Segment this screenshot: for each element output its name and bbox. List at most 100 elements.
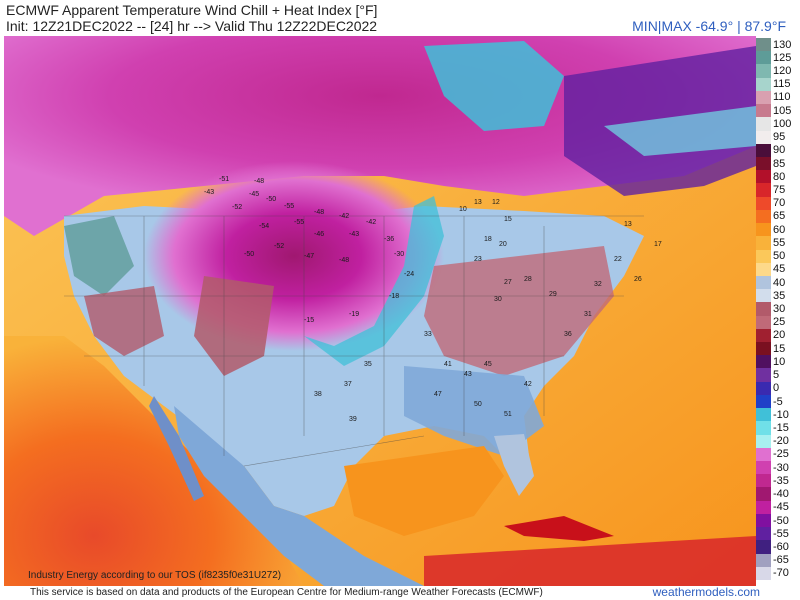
temperature-value-label: -43 xyxy=(349,231,359,238)
colorbar-swatch xyxy=(756,275,771,290)
header: ECMWF Apparent Temperature Wind Chill + … xyxy=(0,0,800,36)
colorbar-tick-label: -35 xyxy=(773,474,789,487)
colorbar-tick-label: -10 xyxy=(773,408,789,421)
baja-california xyxy=(149,396,204,501)
colorbar-swatch xyxy=(756,209,771,224)
colorbar-swatch xyxy=(756,196,771,211)
temperature-value-label: -42 xyxy=(366,219,376,226)
min-max-readout: MIN|MAX -64.9° | 87.9°F xyxy=(632,18,786,34)
colorbar-swatch xyxy=(756,355,771,369)
colorbar-swatch xyxy=(756,289,771,303)
temperature-value-label: 10 xyxy=(459,206,467,213)
hudson-bay-teal xyxy=(424,41,564,131)
colorbar-tick-label: 85 xyxy=(773,157,786,170)
political-borders xyxy=(64,215,644,467)
temperature-value-label: 41 xyxy=(444,361,452,368)
temperature-value-label: -18 xyxy=(389,293,399,300)
colorbar-swatch xyxy=(756,170,771,184)
temperature-value-label: -52 xyxy=(232,204,242,211)
west-coast-teal xyxy=(64,216,134,296)
colorbar-tick-label: -40 xyxy=(773,488,789,501)
colorbar-swatch xyxy=(756,143,771,158)
brand-link[interactable]: weathermodels.com xyxy=(652,585,760,599)
colorbar-swatch xyxy=(756,513,771,528)
temperature-value-label: -55 xyxy=(294,219,304,226)
temperature-value-label: -48 xyxy=(314,209,324,216)
colorbar-swatch xyxy=(756,474,771,488)
caribbean-warm xyxy=(424,536,756,586)
footer-disclaimer: This service is based on data and produc… xyxy=(30,587,543,598)
temperature-value-label: 38 xyxy=(314,391,322,398)
temperature-value-label: 30 xyxy=(494,296,502,303)
temperature-value-label: 32 xyxy=(594,281,602,288)
colorbar-swatch xyxy=(756,90,771,105)
colorbar-tick-label: 105 xyxy=(773,104,792,117)
temperature-value-label: 42 xyxy=(524,381,532,388)
init-valid-line: Init: 12Z21DEC2022 -- [24] hr --> Valid … xyxy=(6,18,378,34)
temperature-value-label: 26 xyxy=(634,276,642,283)
colorbar-swatch xyxy=(756,77,771,92)
colorbar-tick-label: -25 xyxy=(773,448,789,461)
colorbar-tick-label: 0 xyxy=(773,382,780,395)
colorbar-swatch xyxy=(756,156,771,171)
colorbar-tick-label: 65 xyxy=(773,210,786,223)
colorbar-tick-label: 35 xyxy=(773,289,786,302)
colorbar-swatch xyxy=(756,249,771,264)
temperature-value-label: 45 xyxy=(484,361,492,368)
colorbar-swatch xyxy=(756,434,771,449)
colorbar-tick-label: 30 xyxy=(773,303,786,315)
colorbar-swatch xyxy=(756,64,771,79)
point-values-layer: -51 -48 -43 -45 -50 -52 -55 -48 -42 -55 -54 -46 -52 -… xyxy=(204,176,662,423)
cuba xyxy=(504,516,614,541)
colorbar-tick-label: 130 xyxy=(773,38,792,51)
temperature-value-label: 27 xyxy=(504,279,512,286)
temperature-value-label: 36 xyxy=(564,331,572,338)
temperature-value-label: 17 xyxy=(654,241,662,248)
colorbar-tick-label: 25 xyxy=(773,316,786,329)
map-title: ECMWF Apparent Temperature Wind Chill + … xyxy=(6,2,378,18)
colorbar-tick-label: -50 xyxy=(773,514,789,527)
colorbar-swatch xyxy=(756,223,771,237)
colorbar-tick-label: -15 xyxy=(773,421,789,434)
colorbar-tick-label: -5 xyxy=(773,395,783,408)
weather-map[interactable]: -51 -48 -43 -45 -50 -52 -55 -48 -42 -55 -54 -46 -52 -… xyxy=(4,36,756,586)
temperature-value-label: -51 xyxy=(219,176,229,183)
temperature-value-label: -50 xyxy=(244,251,254,258)
temperature-value-label: 39 xyxy=(349,416,357,423)
colorbar-swatch xyxy=(756,381,771,396)
temperature-value-label: -52 xyxy=(274,243,284,250)
colorbar-swatch xyxy=(756,540,771,555)
colorbar-tick-label: -30 xyxy=(773,461,789,474)
colorbar-swatch xyxy=(756,38,771,52)
east-us-warm xyxy=(424,246,614,376)
colorbar-tick-label: 120 xyxy=(773,65,792,78)
colorbar-swatch xyxy=(756,262,771,277)
colorbar-tick-label: 75 xyxy=(773,184,786,197)
temperature-value-label: -47 xyxy=(304,253,314,260)
colorbar-tick-label: 10 xyxy=(773,355,786,368)
temperature-value-label: 47 xyxy=(434,391,442,398)
colorbar-swatch xyxy=(756,408,771,422)
footer xyxy=(0,586,800,600)
pacific-warm-region xyxy=(4,336,304,586)
colorbar-tick-label: 45 xyxy=(773,263,786,276)
temperature-value-label: -48 xyxy=(339,257,349,264)
temperature-value-label: -15 xyxy=(304,317,314,324)
colorbar-swatch xyxy=(756,394,771,409)
colorbar-tick-label: 115 xyxy=(773,78,791,91)
cold-front-band xyxy=(304,196,444,366)
colorbar-tick-label: 40 xyxy=(773,276,786,289)
colorbar-legend: 130 125 120 115 110 105 100 95 90 85 80 75 70 65 60 55 5… xyxy=(756,36,800,586)
tos-note: Industry Energy according to our TOS (if… xyxy=(28,570,282,581)
colorbar-tick-label: 110 xyxy=(773,91,791,104)
colorbar-swatch xyxy=(756,553,771,568)
colorbar-swatch xyxy=(756,527,771,541)
gulf-of-mexico xyxy=(344,446,504,536)
colorbar-swatch xyxy=(756,368,771,383)
colorbar-tick-label: 95 xyxy=(773,131,786,144)
colorbar-swatch xyxy=(756,500,771,515)
colorbar-tick-label: 20 xyxy=(773,329,786,342)
temperature-value-label: -30 xyxy=(394,251,404,258)
temperature-value-label: 15 xyxy=(504,216,512,223)
colorbar-tick-label: 70 xyxy=(773,197,786,210)
